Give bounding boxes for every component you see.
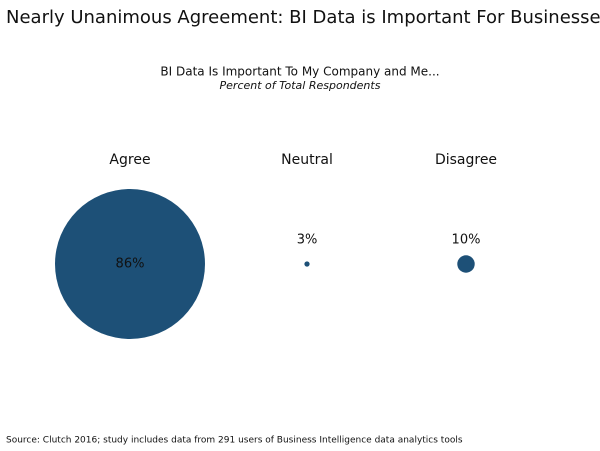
category-label: Disagree bbox=[435, 152, 497, 168]
value-label: 86% bbox=[116, 257, 145, 272]
chart-title: Nearly Unanimous Agreement: BI Data is I… bbox=[6, 7, 600, 28]
category-label: Neutral bbox=[281, 152, 333, 168]
bubble bbox=[304, 261, 310, 267]
value-label: 3% bbox=[297, 233, 318, 248]
bubble bbox=[55, 189, 205, 339]
chart-subtitle: BI Data Is Important To My Company and M… bbox=[160, 65, 439, 79]
chart-subtitle-italic: Percent of Total Respondents bbox=[220, 79, 381, 92]
bubble bbox=[457, 255, 475, 273]
category-label: Agree bbox=[109, 152, 150, 168]
value-label: 10% bbox=[452, 233, 481, 248]
source-note: Source: Clutch 2016; study includes data… bbox=[6, 436, 463, 446]
